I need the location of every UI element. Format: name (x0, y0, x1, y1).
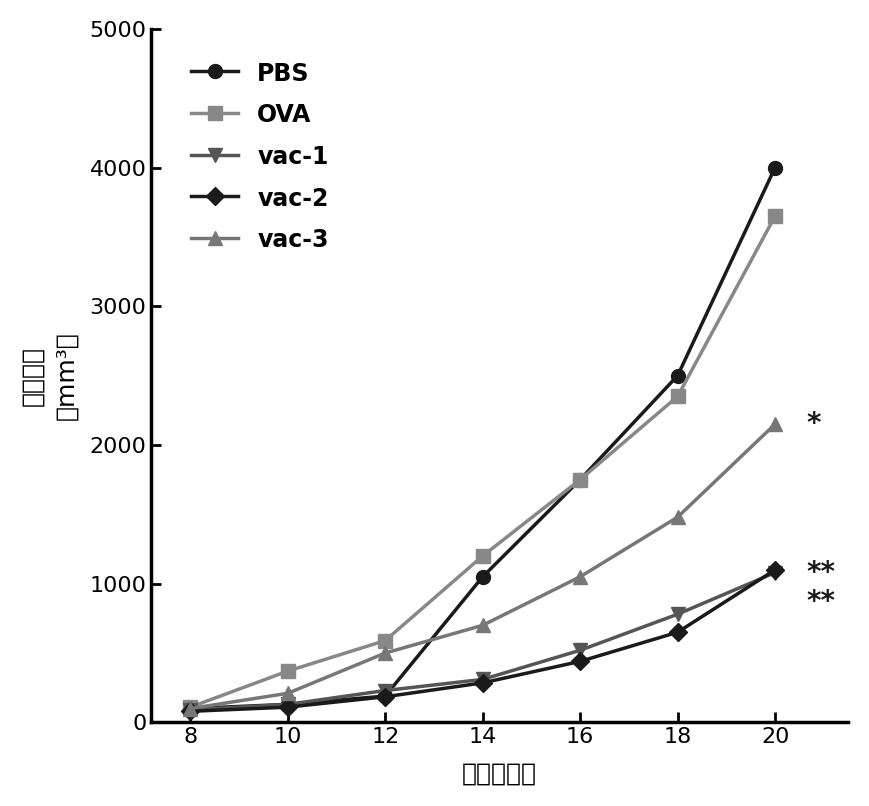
vac-2 (380, 692, 390, 701)
PBS (673, 371, 683, 380)
PBS (380, 692, 390, 701)
PBS (770, 163, 780, 172)
Line: vac-2: vac-2 (184, 563, 781, 717)
PBS (185, 704, 196, 713)
vac-2 (770, 565, 780, 575)
vac-2 (477, 678, 488, 688)
PBS (282, 700, 293, 709)
vac-3 (380, 648, 390, 658)
Text: **: ** (806, 588, 836, 616)
OVA (673, 392, 683, 401)
OVA (185, 702, 196, 712)
OVA (770, 211, 780, 221)
vac-1 (185, 705, 196, 715)
OVA (477, 551, 488, 561)
Line: PBS: PBS (183, 160, 782, 716)
vac-2 (282, 702, 293, 712)
vac-1 (673, 609, 683, 619)
vac-3 (477, 621, 488, 630)
vac-2 (673, 627, 683, 637)
vac-1 (770, 567, 780, 577)
Y-axis label: 肿瘤体积
（mm³）: 肿瘤体积 （mm³） (21, 331, 78, 420)
Line: vac-1: vac-1 (183, 566, 782, 717)
OVA (282, 667, 293, 676)
OVA (575, 475, 586, 484)
X-axis label: 时间（天）: 时间（天） (462, 761, 537, 785)
vac-2 (575, 657, 586, 667)
vac-1 (282, 700, 293, 709)
vac-3 (282, 688, 293, 698)
vac-3 (770, 419, 780, 429)
vac-1 (477, 675, 488, 684)
OVA (380, 636, 390, 646)
Text: *: * (806, 410, 821, 438)
Line: OVA: OVA (183, 209, 782, 714)
vac-3 (185, 704, 196, 713)
vac-3 (575, 572, 586, 582)
vac-1 (575, 646, 586, 655)
PBS (477, 572, 488, 582)
Legend: PBS, OVA, vac-1, vac-2, vac-3: PBS, OVA, vac-1, vac-2, vac-3 (184, 55, 335, 260)
Text: **: ** (806, 559, 836, 587)
vac-3 (673, 513, 683, 522)
vac-1 (380, 686, 390, 696)
vac-2 (185, 707, 196, 717)
Line: vac-3: vac-3 (183, 418, 782, 716)
PBS (575, 475, 586, 484)
